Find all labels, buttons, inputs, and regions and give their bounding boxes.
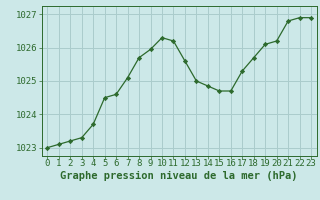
X-axis label: Graphe pression niveau de la mer (hPa): Graphe pression niveau de la mer (hPa) (60, 171, 298, 181)
